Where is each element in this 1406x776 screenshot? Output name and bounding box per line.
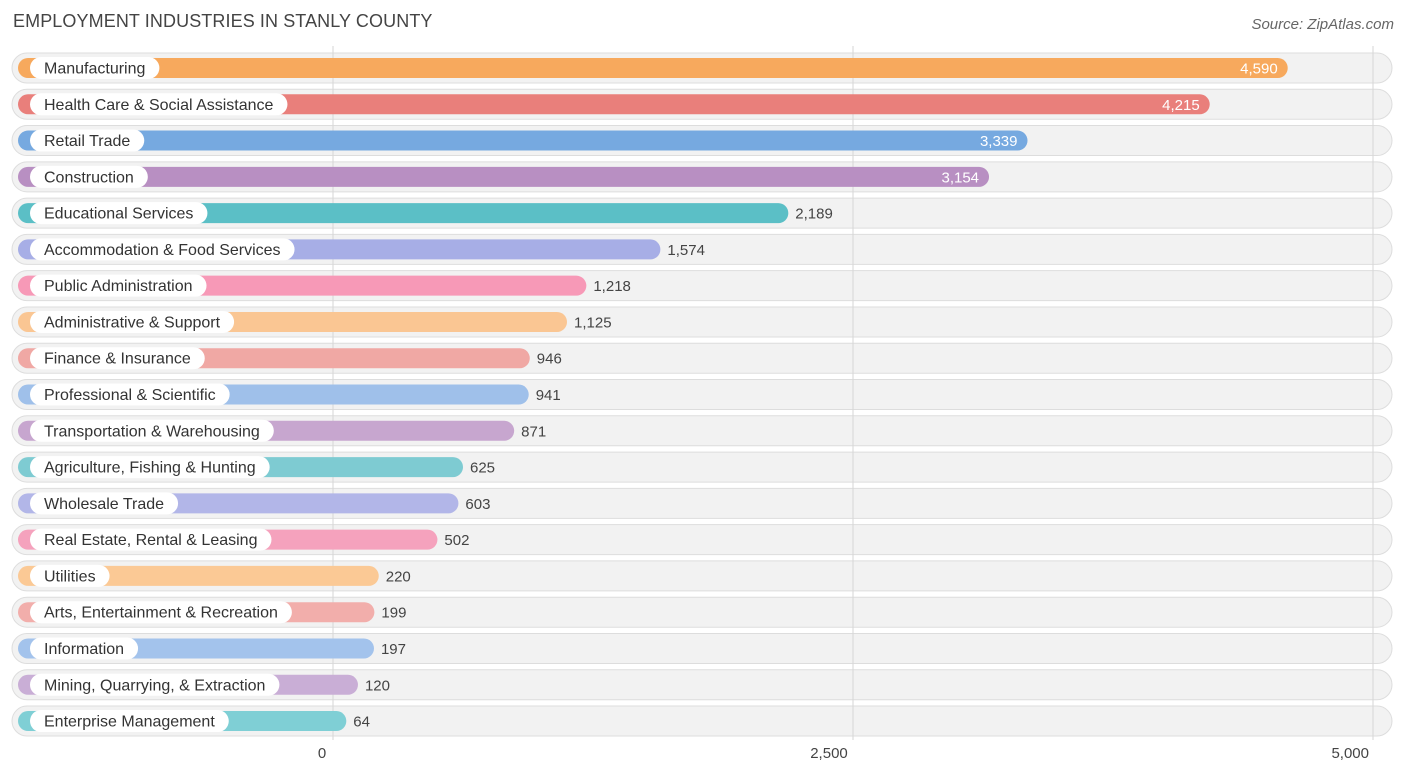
category-label-pill [30,456,270,479]
category-label: Real Estate, Rental & Leasing [44,532,257,549]
tick-label: 0 [318,745,326,762]
value-label: 871 [521,423,546,440]
category-label-pill [30,238,295,261]
value-label: 220 [386,568,411,585]
category-label-pill [30,601,292,624]
tick-label: 5,000 [1331,745,1369,762]
category-label: Enterprise Management [44,714,215,731]
category-label: Accommodation & Food Services [44,242,281,259]
category-label-pill [30,383,230,406]
category-label-pill [30,528,272,551]
value-label: 603 [465,496,490,513]
bar [18,203,789,224]
bar [18,130,1028,151]
value-label: 3,339 [980,133,1018,150]
value-label: 946 [537,351,562,368]
category-label: Information [44,641,124,658]
value-label: 2,189 [795,206,833,223]
category-label-pill [30,57,160,79]
category-label: Health Care & Social Assistance [44,97,274,114]
bar [18,94,1210,115]
value-label: 941 [536,387,561,404]
category-label: Administrative & Support [44,314,221,331]
row-background [11,705,1393,737]
category-label: Retail Trade [44,133,130,150]
value-label: 4,590 [1240,61,1278,78]
category-label-pill [30,710,229,733]
category-label: Educational Services [44,206,193,223]
bar [18,166,990,187]
category-label-pill [30,310,235,333]
row-background [11,669,1393,701]
tick-label: 2,500 [810,745,848,762]
value-label: 1,218 [593,278,631,295]
category-label: Finance & Insurance [44,351,191,368]
category-label: Transportation & Warehousing [44,423,260,440]
category-label: Wholesale Trade [44,496,164,513]
value-label: 64 [353,714,370,731]
bar [18,58,1288,78]
category-label-pill [30,564,110,587]
value-label: 502 [444,532,469,549]
category-label: Professional & Scientific [44,387,216,404]
category-label-pill [30,637,139,660]
category-label: Public Administration [44,278,193,295]
chart-source: Source: ZipAtlas.com [1251,16,1394,33]
category-label: Utilities [44,568,96,585]
value-label: 120 [365,677,390,694]
category-label-pill [30,129,145,152]
category-label-pill [30,492,179,515]
category-label-pill [30,347,205,370]
value-label: 199 [381,605,406,622]
value-label: 197 [381,641,406,658]
category-label-pill [30,673,280,696]
category-label: Mining, Quarrying, & Extraction [44,677,265,694]
value-label: 3,154 [941,169,979,186]
value-label: 1,125 [574,314,612,331]
category-label-pill [30,165,148,188]
category-label-pill [30,419,274,442]
category-label-pill [30,93,288,116]
category-label: Agriculture, Fishing & Hunting [44,460,256,477]
category-label: Arts, Entertainment & Recreation [44,605,278,622]
category-label: Manufacturing [44,61,145,78]
category-label: Construction [44,169,134,186]
chart-title: EMPLOYMENT INDUSTRIES IN STANLY COUNTY [13,11,433,31]
category-label-pill [30,274,207,297]
value-label: 1,574 [667,242,705,259]
value-label: 625 [470,460,495,477]
category-label-pill [30,202,208,225]
value-label: 4,215 [1162,97,1200,114]
